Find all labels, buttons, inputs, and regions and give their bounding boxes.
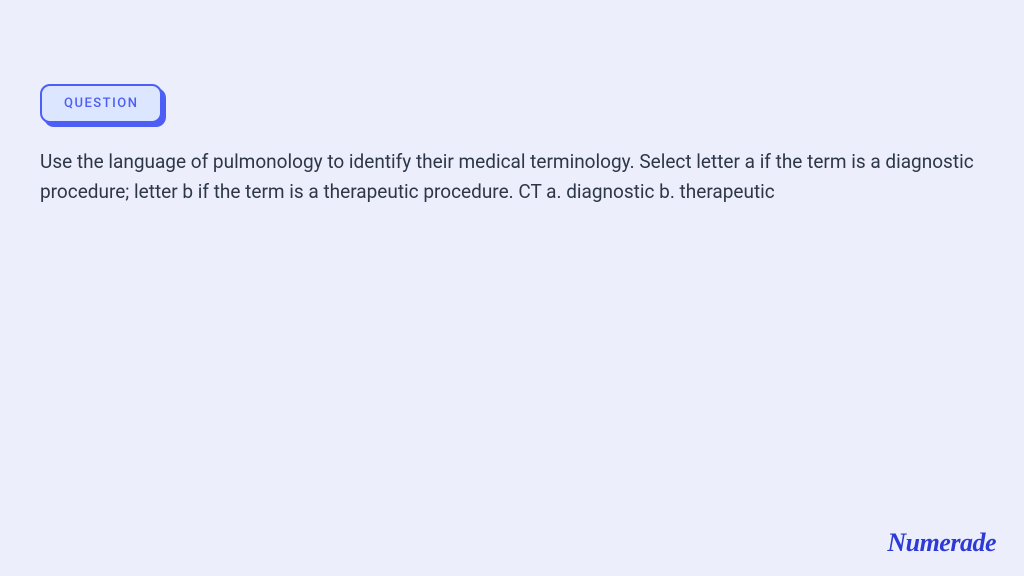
question-badge-wrapper: QUESTION [40, 84, 162, 123]
question-text: Use the language of pulmonology to ident… [40, 147, 984, 208]
brand-logo: Numerade [887, 528, 996, 558]
badge-label: QUESTION [64, 96, 138, 111]
content-container: QUESTION Use the language of pulmonology… [0, 0, 1024, 208]
question-badge: QUESTION [40, 84, 162, 123]
